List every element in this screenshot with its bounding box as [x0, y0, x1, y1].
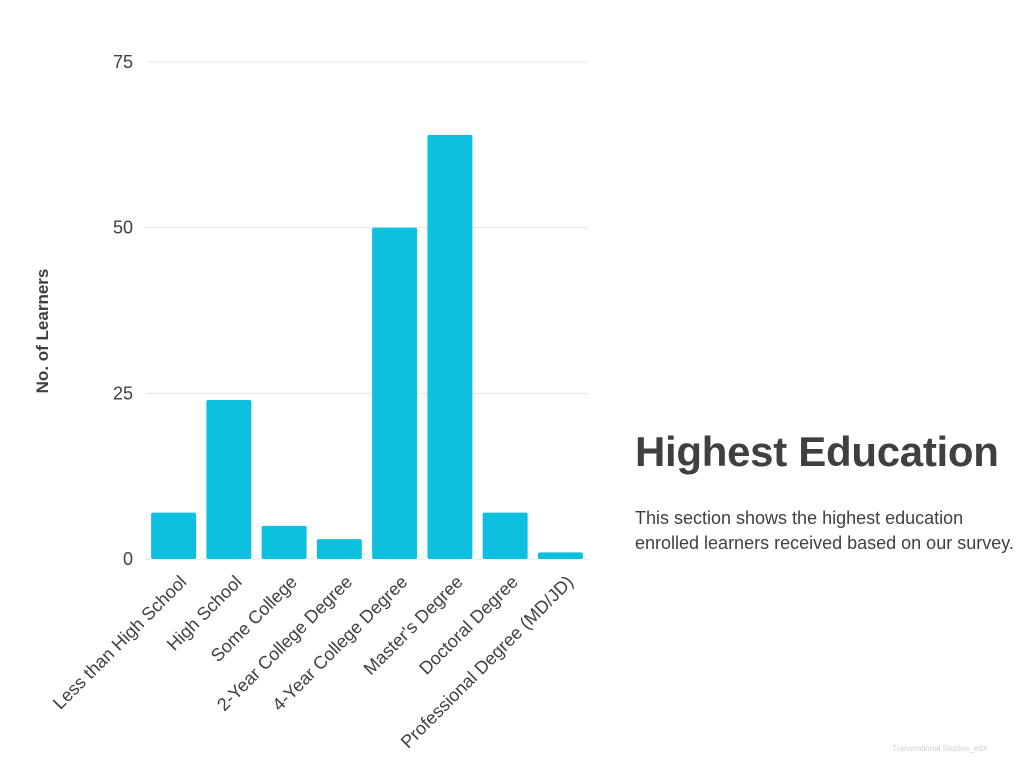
bar-3	[316, 539, 362, 559]
footer-watermark: Transnational Studies_edX	[892, 744, 988, 753]
panel-title: Highest Education	[635, 428, 999, 475]
panel-description: This section shows the highest education…	[635, 508, 1014, 553]
bar-6	[482, 512, 528, 559]
y-tick-label: 75	[113, 52, 133, 72]
y-tick-label: 0	[123, 549, 133, 569]
bar-1	[206, 399, 252, 559]
bar-4	[372, 227, 418, 559]
y-axis-label: No. of Learners	[33, 269, 52, 394]
bar-0	[151, 512, 197, 559]
bar-5	[427, 134, 473, 560]
y-axis-ticks: 0 25 50 75	[113, 52, 133, 569]
bar-2	[261, 525, 307, 559]
y-tick-label: 25	[113, 383, 133, 403]
x-tick-label: Doctoral Degree	[415, 572, 522, 679]
y-tick-label: 50	[113, 218, 133, 238]
bars	[151, 134, 583, 560]
x-tick-label: Master's Degree	[360, 572, 467, 679]
bar-7	[537, 552, 583, 559]
